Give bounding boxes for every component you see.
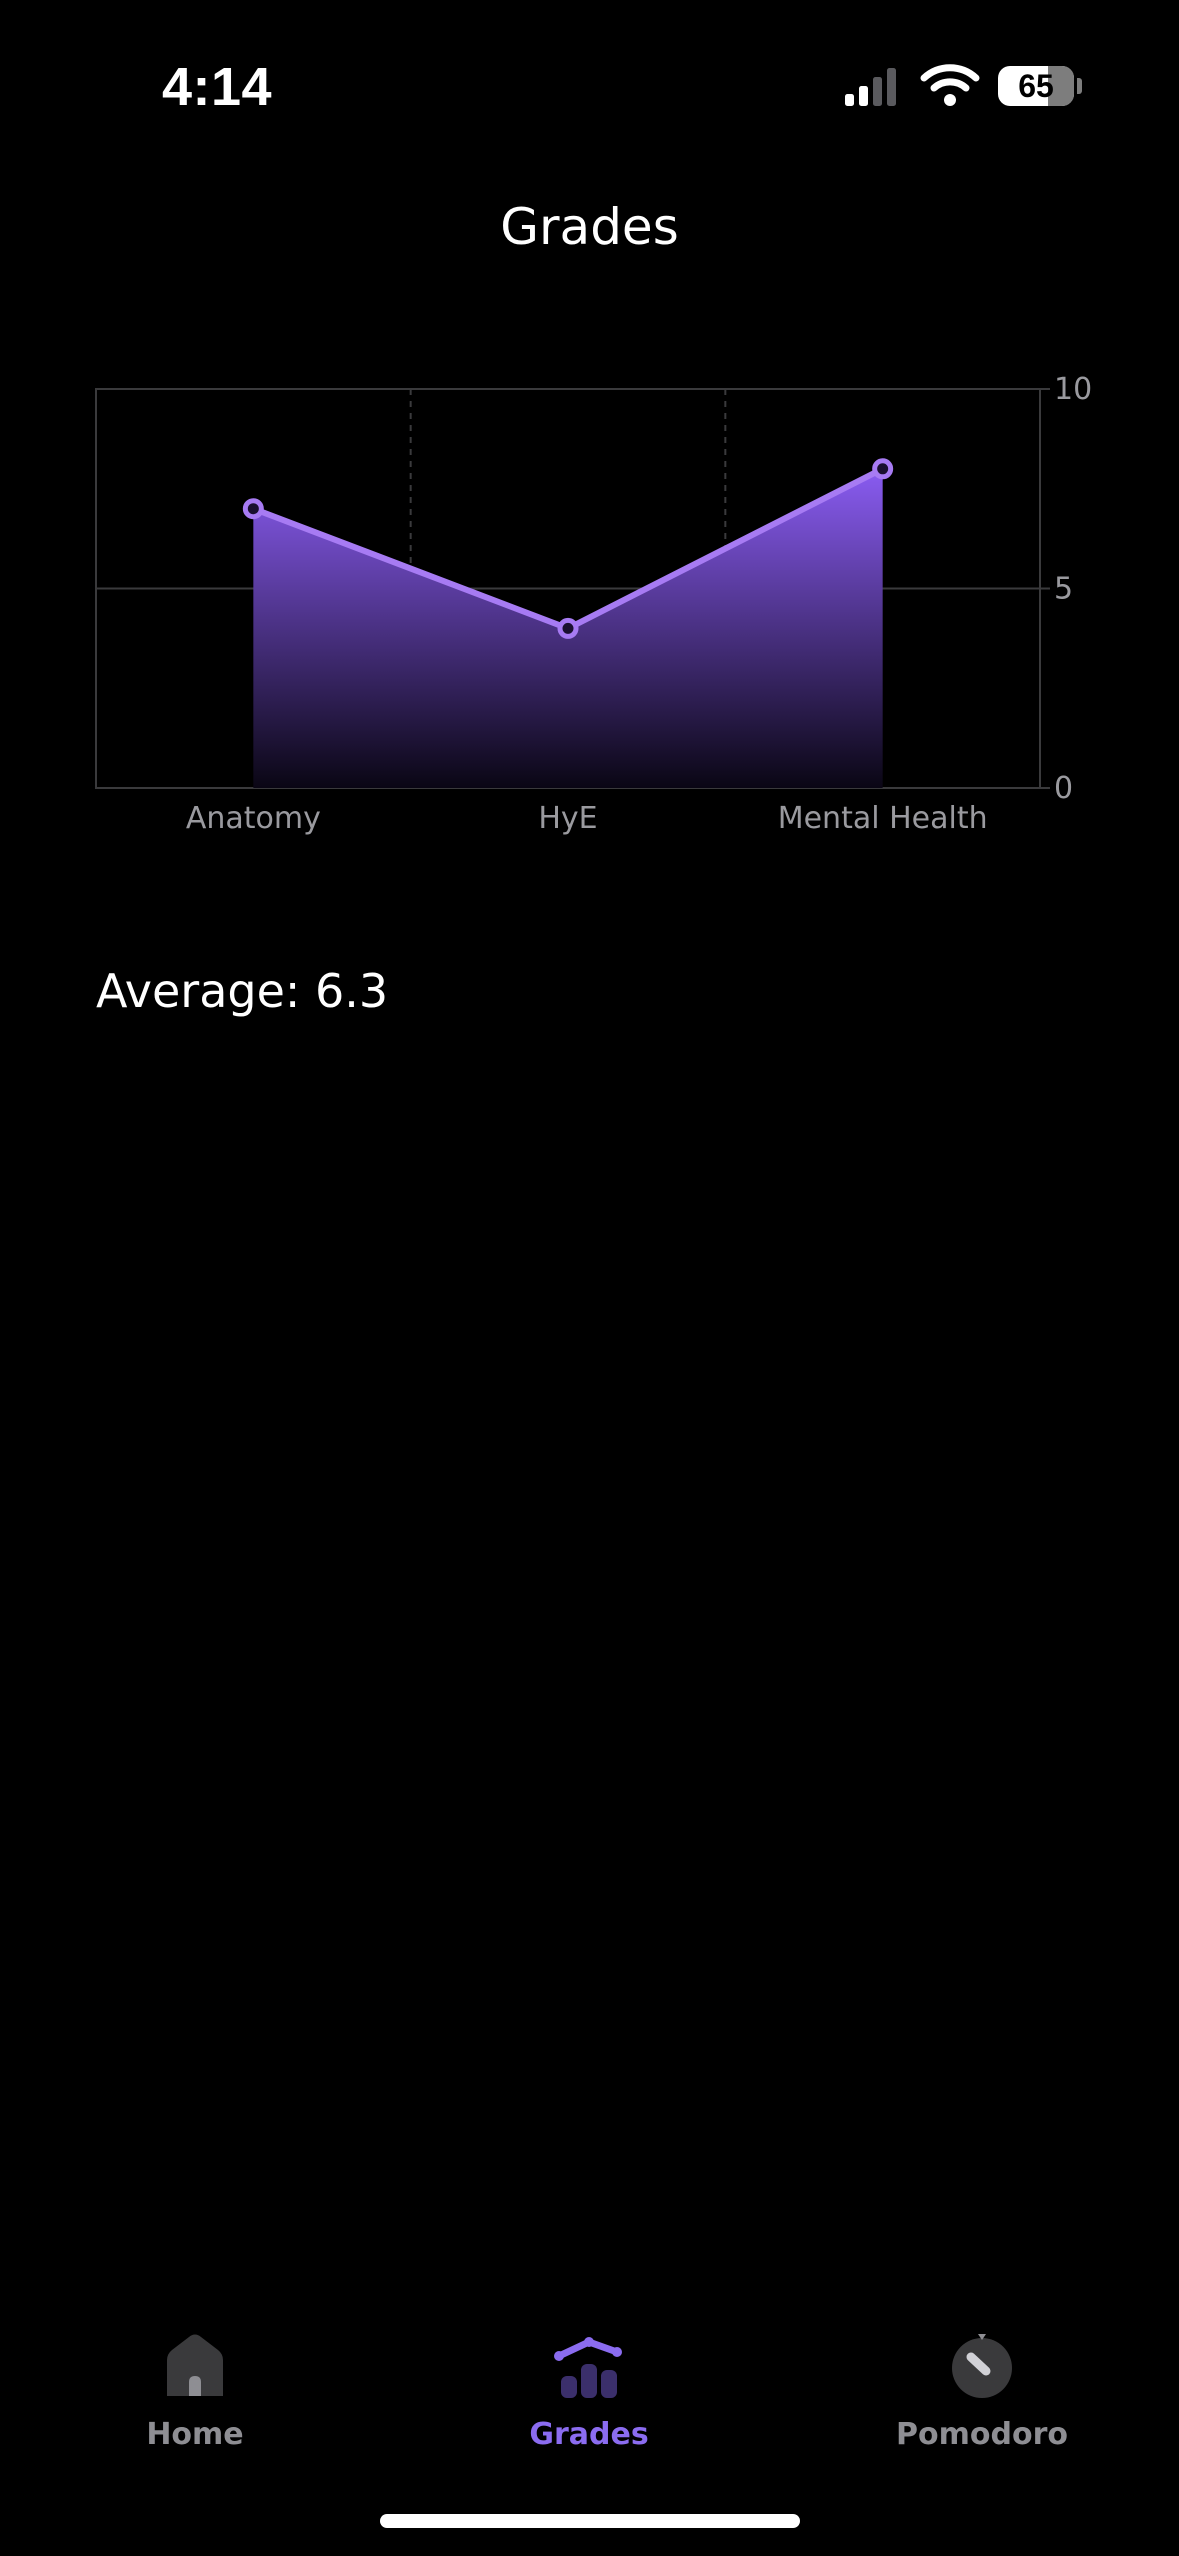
x-tick-label: HyE [538,801,597,836]
status-time: 4:14 [162,57,273,117]
status-bar: 4:14 65 [0,0,1179,170]
home-icon [167,2334,223,2396]
average-label: Average: [96,964,316,1018]
tab-home[interactable]: Home [45,2330,345,2480]
tab-bar: Home Grades Pomodoro [0,2300,1179,2480]
average-value: 6.3 [315,964,389,1018]
data-point [557,617,579,639]
y-tick-label: 10 [1054,372,1092,407]
tab-grades-label: Grades [529,2417,649,2452]
data-point [872,458,894,480]
tab-pomodoro-label: Pomodoro [896,2417,1068,2452]
battery-empty-portion [1048,66,1074,106]
status-glyphs [845,64,980,106]
battery-cap [1077,78,1082,94]
tab-home-label: Home [146,2417,244,2452]
x-tick-label: Anatomy [186,801,321,836]
battery-icon: 65 [998,66,1074,106]
tab-pomodoro[interactable]: Pomodoro [832,2330,1132,2480]
x-tick-label: Mental Health [778,801,988,836]
battery-level: 65 [1018,68,1054,104]
status-icons: 65 [840,60,1082,112]
home-indicator [380,2514,800,2528]
timer-dial-icon [952,2334,1012,2398]
y-tick-label: 0 [1054,771,1073,806]
grades-chart-icon [554,2337,622,2398]
wifi-icon [920,64,980,106]
tab-grades[interactable]: Grades [439,2330,739,2480]
page-title: Grades [500,198,679,256]
y-tick-label: 5 [1054,572,1073,607]
cellular-signal-icon [845,68,896,106]
grades-chart: 0 5 10 Anatomy HyE Mental Health [0,360,1179,860]
grades-chart-svg: 0 5 10 Anatomy HyE Mental Health [95,372,1092,836]
average-summary: Average: 6.3 [96,956,388,1026]
data-point [242,498,264,520]
